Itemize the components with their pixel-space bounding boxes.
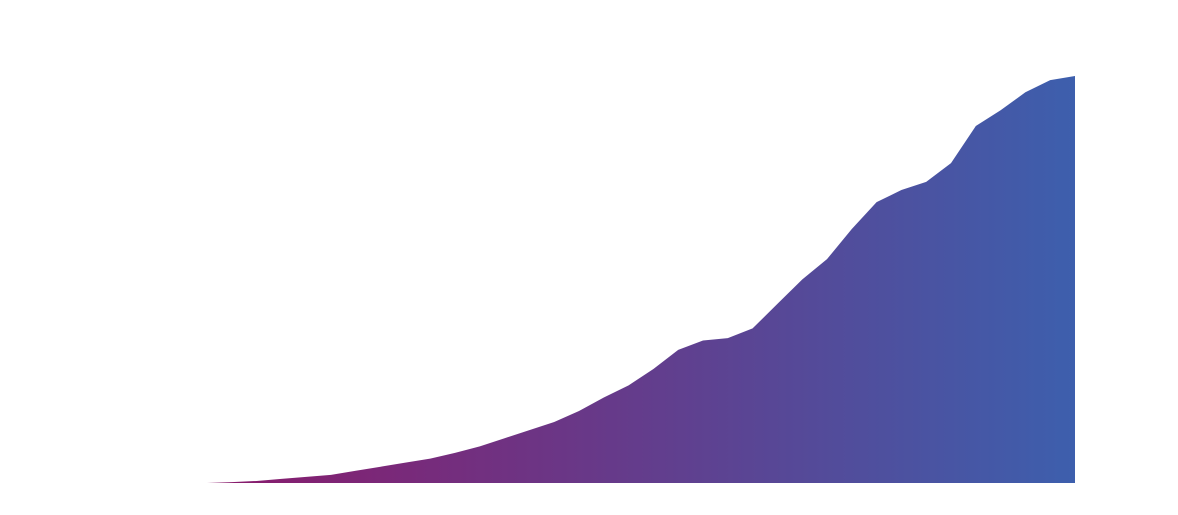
area bbox=[207, 76, 1075, 483]
